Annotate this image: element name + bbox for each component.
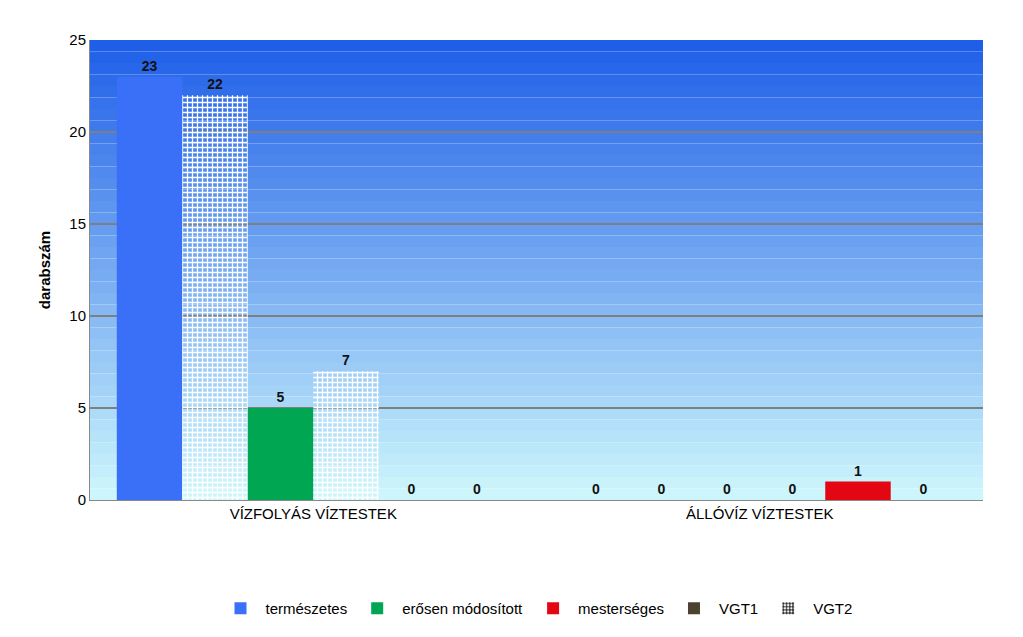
svg-text:VGT1: VGT1 [719, 600, 758, 617]
svg-text:0: 0 [723, 481, 731, 497]
svg-text:23: 23 [142, 58, 158, 74]
svg-text:VGT2: VGT2 [813, 600, 852, 617]
svg-text:0: 0 [919, 481, 927, 497]
svg-text:darabszám: darabszám [36, 231, 53, 309]
svg-text:5: 5 [78, 399, 86, 416]
svg-text:0: 0 [788, 481, 796, 497]
svg-text:0: 0 [658, 481, 666, 497]
svg-text:erősen módosított: erősen módosított [402, 600, 523, 617]
svg-text:0: 0 [78, 491, 86, 508]
svg-text:VÍZFOLYÁS VÍZTESTEK: VÍZFOLYÁS VÍZTESTEK [230, 505, 397, 522]
svg-text:10: 10 [69, 307, 86, 324]
svg-text:22: 22 [207, 76, 223, 92]
svg-text:ÁLLÓVÍZ VÍZTESTEK: ÁLLÓVÍZ VÍZTESTEK [686, 505, 834, 522]
svg-text:mesterséges: mesterséges [578, 600, 664, 617]
svg-text:0: 0 [592, 481, 600, 497]
svg-text:15: 15 [69, 215, 86, 232]
svg-text:1: 1 [854, 463, 862, 479]
svg-text:0: 0 [407, 481, 415, 497]
svg-text:0: 0 [473, 481, 481, 497]
svg-text:20: 20 [69, 123, 86, 140]
svg-text:7: 7 [342, 352, 350, 368]
svg-text:5: 5 [277, 389, 285, 405]
svg-text:25: 25 [69, 31, 86, 48]
svg-text:természetes: természetes [266, 600, 348, 617]
